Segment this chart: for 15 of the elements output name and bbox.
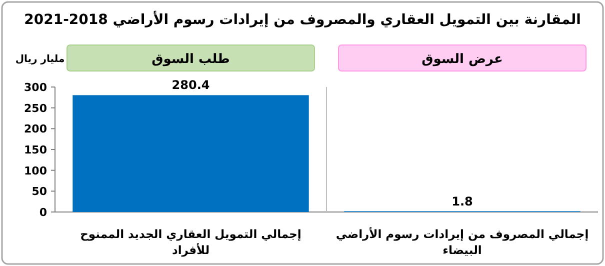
y-tick-label: 200 [24,122,48,136]
y-tick-label: 100 [24,164,48,178]
y-axis-title: مليار ريال [15,54,65,65]
y-tick-label: 0 [39,206,48,219]
data-label: 1.8 [452,194,473,208]
data-label: 280.4 [172,78,210,92]
y-tick-label: 50 [32,185,48,198]
chart-title: المقارنة بين التمويل العقاري والمصروف من إيرادات رسوم الأراضي 2018-2021 [24,10,581,28]
x-tick-label: إجمالي التمويل العقاري الجديد الممنوح للأفراد [80,227,302,257]
text: طلب السوق [152,52,230,67]
x-tick-label: إجمالي المصروف من إيرادات رسوم الأراضي البيضاء [336,227,589,257]
y-tick-label: 150 [24,144,48,156]
text: عرض السوق [422,52,503,67]
y-tick-label: 250 [24,102,48,115]
y-tick-label: 300 [24,81,48,94]
